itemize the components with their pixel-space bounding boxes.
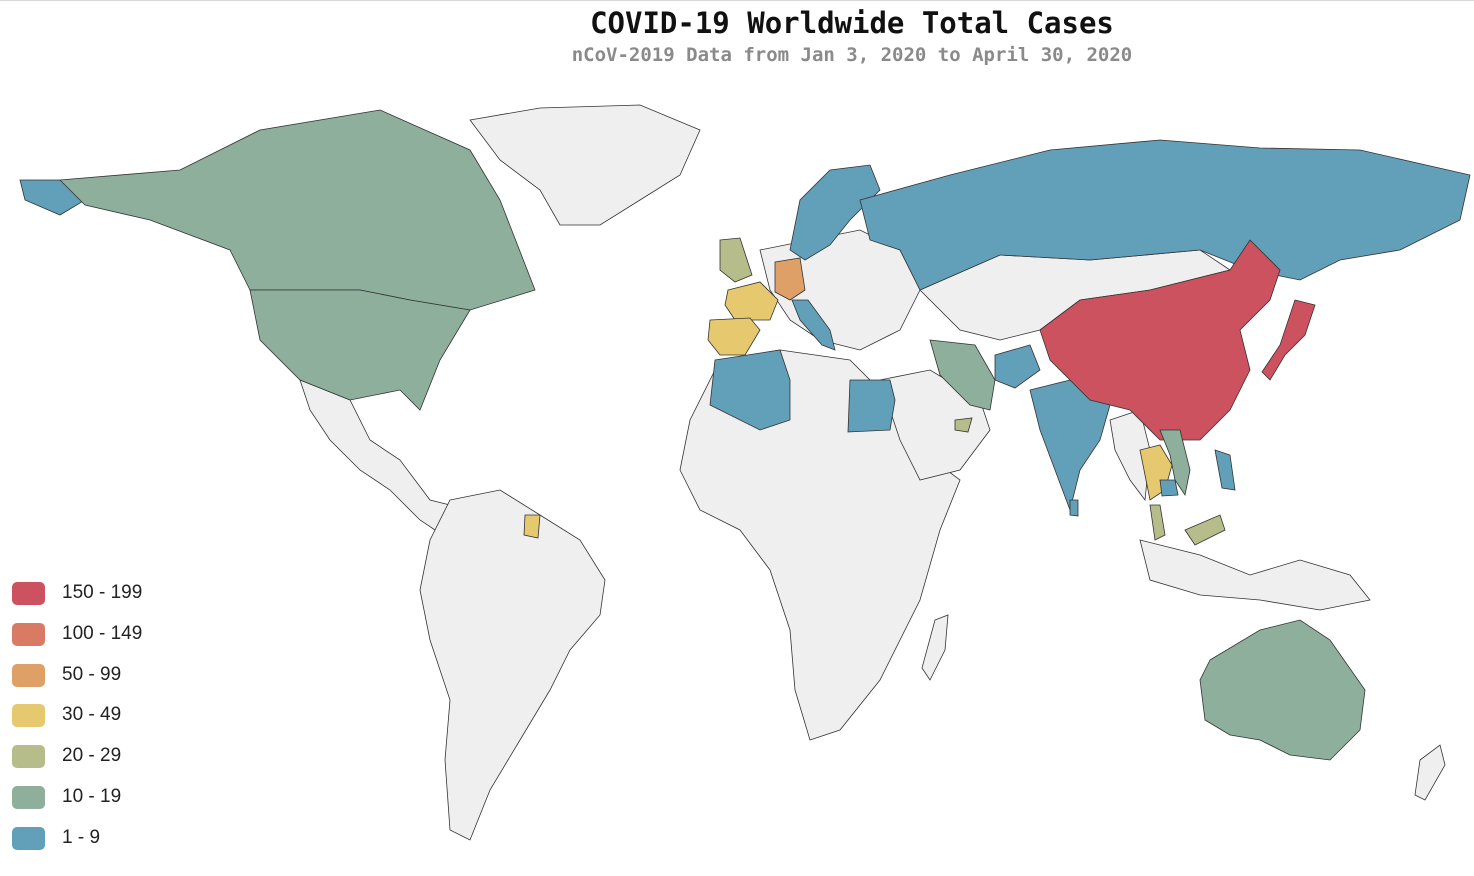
- malaysia[interactable]: [1149, 504, 1226, 546]
- spain[interactable]: [707, 317, 761, 356]
- legend-label: 20 - 29: [62, 745, 122, 767]
- legend-swatch: [12, 785, 45, 809]
- south-america[interactable]: [419, 489, 606, 841]
- scandinavia[interactable]: [789, 164, 881, 261]
- legend-label: 50 - 99: [62, 663, 122, 685]
- iran[interactable]: [929, 339, 996, 411]
- legend-label: 1 - 9: [62, 826, 101, 848]
- france[interactable]: [724, 281, 779, 321]
- russia[interactable]: [859, 139, 1471, 291]
- united-states[interactable]: [249, 289, 471, 411]
- chart-subtitle: nCoV-2019 Data from Jan 3, 2020 to April…: [571, 44, 1133, 66]
- vietnam[interactable]: [1159, 429, 1191, 497]
- top-border: [0, 0, 1474, 1]
- united-kingdom[interactable]: [719, 237, 753, 283]
- canada[interactable]: [59, 109, 536, 311]
- legend-swatch: [12, 704, 45, 728]
- chart-title: COVID-19 Worldwide Total Cases: [590, 6, 1114, 40]
- legend-label: 10 - 19: [62, 785, 122, 807]
- uae[interactable]: [954, 417, 973, 433]
- legend-label: 100 - 149: [62, 622, 143, 644]
- legend-swatch: [12, 745, 45, 769]
- china[interactable]: [1039, 239, 1281, 441]
- french-guiana[interactable]: [523, 514, 541, 539]
- legend-swatch: [12, 663, 45, 687]
- madagascar[interactable]: [921, 614, 949, 681]
- philippines[interactable]: [1214, 449, 1236, 491]
- afghanistan[interactable]: [994, 344, 1041, 389]
- legend-swatch: [12, 582, 45, 605]
- legend-swatch: [12, 826, 45, 850]
- indonesia[interactable]: [1139, 539, 1371, 611]
- algeria[interactable]: [709, 349, 791, 431]
- egypt[interactable]: [847, 379, 896, 433]
- legend-label: 30 - 49: [62, 704, 122, 726]
- italy[interactable]: [791, 299, 836, 351]
- world-map: [19, 104, 1471, 841]
- germany[interactable]: [774, 257, 806, 301]
- legend-label: 150 - 199: [62, 582, 143, 603]
- new-zealand[interactable]: [1414, 744, 1446, 801]
- australia[interactable]: [1199, 619, 1366, 761]
- japan[interactable]: [1261, 299, 1316, 381]
- greenland[interactable]: [469, 104, 701, 226]
- legend-swatch: [12, 622, 45, 646]
- sri-lanka[interactable]: [1069, 499, 1079, 517]
- cambodia[interactable]: [1159, 479, 1179, 497]
